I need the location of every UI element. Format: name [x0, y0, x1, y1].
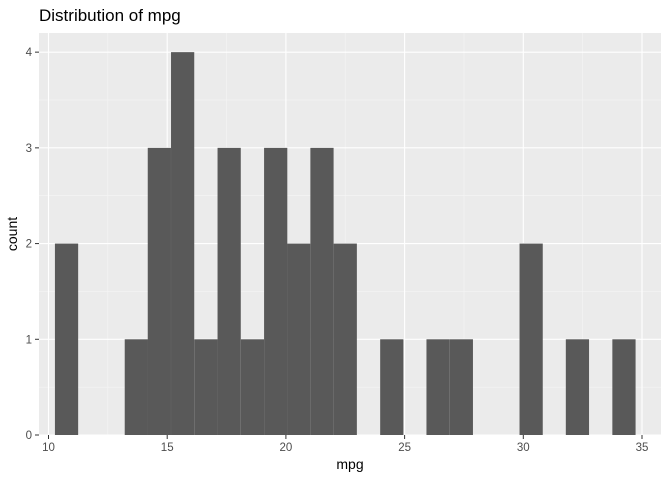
histogram-bar	[147, 147, 171, 435]
histogram-bar	[333, 243, 357, 435]
y-tick-label: 2	[26, 239, 32, 251]
histogram-bar	[380, 339, 404, 435]
y-tick-label: 1	[26, 334, 32, 346]
x-tick-label: 25	[398, 442, 411, 454]
y-axis-title: count	[4, 217, 20, 251]
y-axis-tick-labels: 0 1 2 3 4	[26, 47, 33, 442]
histogram-bar	[124, 339, 148, 435]
histogram-bar	[240, 339, 265, 435]
x-tick-label: 20	[280, 442, 293, 454]
y-tick-label: 3	[26, 143, 32, 155]
histogram-bar	[426, 339, 450, 435]
histogram-bar	[612, 339, 636, 435]
histogram-bar	[217, 147, 241, 435]
axis-ticks	[35, 51, 643, 439]
histogram-bar	[287, 243, 311, 435]
histogram-bar	[264, 147, 288, 435]
histogram-bar	[565, 339, 590, 435]
histogram-bar	[171, 52, 195, 436]
x-tick-label: 10	[42, 442, 55, 454]
y-tick-label: 0	[26, 430, 32, 442]
x-tick-label: 15	[161, 442, 174, 454]
histogram-bar	[54, 243, 79, 435]
x-tick-label: 30	[517, 442, 530, 454]
x-axis-tick-labels: 10 15 20 25 30 35	[42, 442, 648, 454]
histogram-bar	[310, 147, 334, 435]
x-tick-label: 35	[636, 442, 649, 454]
chart-title: Distribution of mpg	[39, 6, 181, 25]
histogram-bars	[54, 52, 636, 436]
histogram-bar	[449, 339, 473, 435]
histogram-bar	[194, 339, 218, 435]
histogram-bar	[519, 243, 543, 435]
y-tick-label: 4	[26, 47, 33, 59]
x-axis-title: mpg	[336, 456, 363, 472]
